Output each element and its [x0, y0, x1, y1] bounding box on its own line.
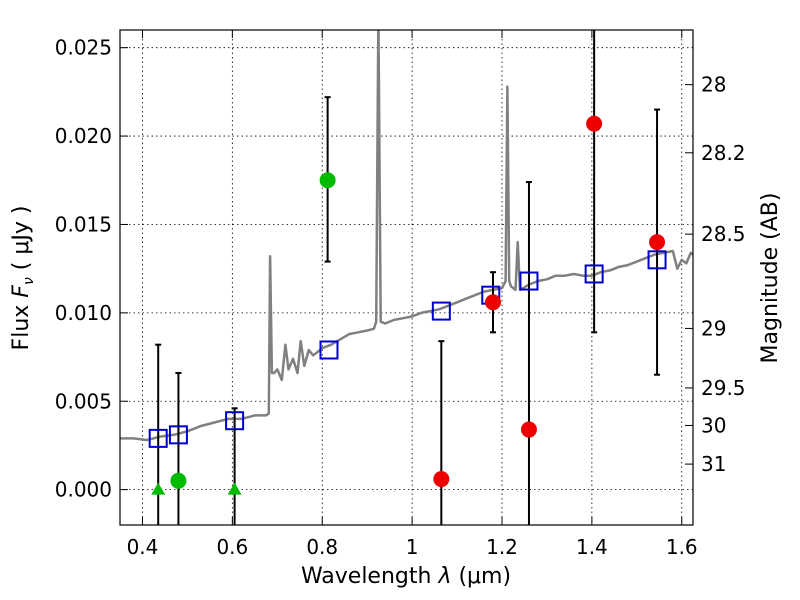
- model-photometry-square: [319, 340, 339, 360]
- mag-tick-label: 31: [701, 452, 726, 476]
- y-tick-label: 0.010: [55, 301, 112, 325]
- nir-detection-point: [485, 294, 502, 311]
- nir-detection-point: [649, 234, 666, 251]
- x-axis-label: Wavelength λ (μm): [301, 564, 511, 589]
- x-tick-label: 1.4: [576, 535, 608, 559]
- x-tick-label: 0.8: [306, 535, 338, 559]
- mag-tick-label: 28.5: [701, 222, 746, 246]
- mag-tick-label: 29: [701, 316, 726, 340]
- nir-detection-point: [586, 115, 603, 132]
- grid: [120, 30, 693, 525]
- upper-limit-triangle: [227, 482, 242, 495]
- nir-detection-point: [433, 471, 450, 488]
- mag-tick-label: 28.2: [701, 141, 746, 165]
- axis-ticks: 0.4 0.6 0.8 1 1.2 1.4 1.6 0.000 0.005 0.010 0.015 0…: [55, 30, 746, 559]
- x-tick-label: 0.6: [216, 535, 248, 559]
- model-photometry-square: [519, 271, 539, 291]
- y-axis-label: Flux Fν ( μJy ): [9, 206, 37, 351]
- y-tick-label: 0.015: [55, 212, 112, 236]
- model-photometry-square: [168, 425, 188, 445]
- x-tick-label: 1.6: [666, 535, 698, 559]
- mag-tick-label: 30: [701, 413, 726, 437]
- mag-tick-label: 28: [701, 73, 726, 97]
- magnitude-axis-label: Magnitude (AB): [758, 193, 783, 364]
- model-photometry-square: [148, 428, 168, 448]
- model-photometry-square: [225, 411, 245, 431]
- y-tick-label: 0.005: [55, 389, 112, 413]
- x-tick-label: 0.4: [127, 535, 159, 559]
- template-spectrum-line: [120, 30, 693, 442]
- y-tick-label: 0.020: [55, 124, 112, 148]
- x-tick-label: 1.2: [486, 535, 518, 559]
- model-photometry-square: [431, 301, 451, 321]
- y-tick-label: 0.025: [55, 36, 112, 60]
- model-photometry-square: [647, 250, 667, 270]
- y-tick-label: 0.000: [55, 478, 112, 502]
- optical-detection-point: [319, 172, 336, 189]
- plot-frame: [119, 29, 694, 526]
- x-tick-label: 1: [406, 535, 419, 559]
- model-photometry-square: [584, 264, 604, 284]
- mag-tick-label: 29.5: [701, 376, 746, 400]
- optical-detection-point: [170, 472, 187, 489]
- upper-limit-triangle: [151, 482, 166, 495]
- nir-detection-point: [520, 421, 537, 438]
- data-layer: [120, 30, 693, 525]
